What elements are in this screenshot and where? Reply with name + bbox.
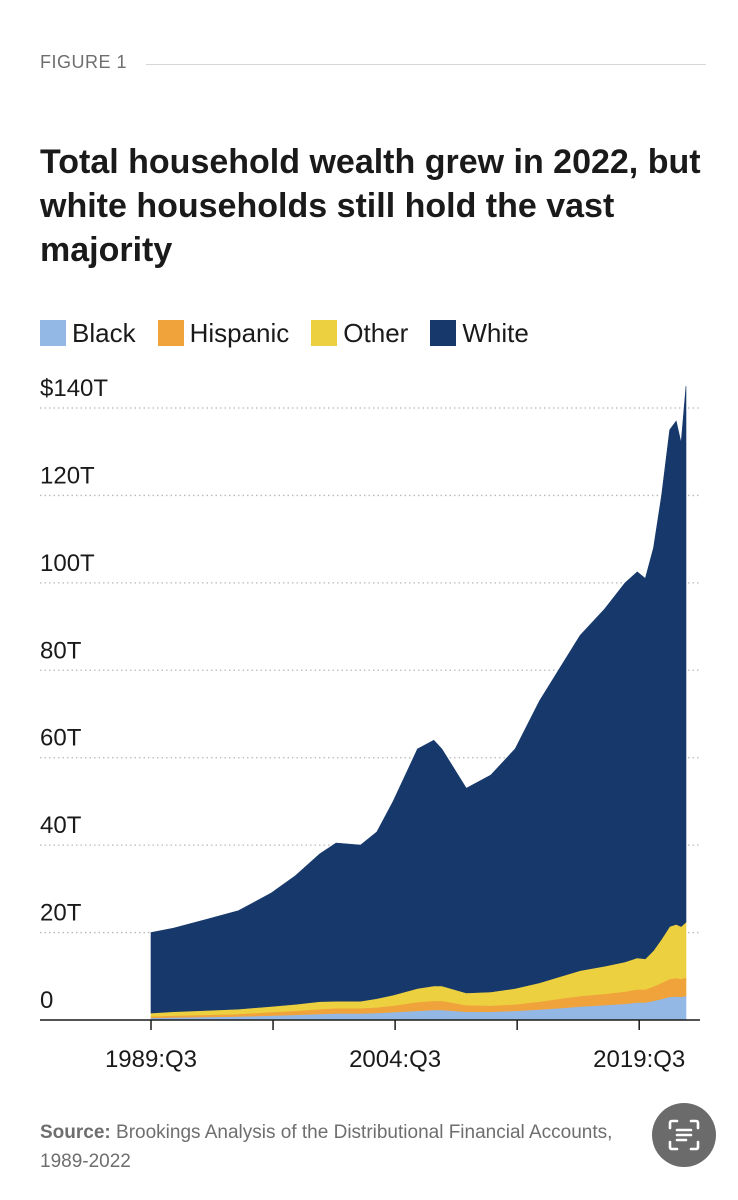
legend-item-other: Other <box>311 318 408 349</box>
legend-label: Black <box>72 317 136 348</box>
y-tick-label: 20T <box>40 900 82 927</box>
y-tick-label: 80T <box>40 637 82 664</box>
scan-text-button[interactable] <box>652 1103 716 1167</box>
legend-swatch <box>157 320 184 346</box>
axes <box>40 1019 700 1030</box>
x-tick-label: 1989:Q3 <box>105 1046 197 1073</box>
y-tick-label: 100T <box>40 550 95 577</box>
y-tick-label: $140T <box>40 375 108 402</box>
y-tick-label: 60T <box>40 725 82 752</box>
header-divider <box>146 64 706 65</box>
source-prefix: Source: <box>40 1122 111 1143</box>
legend-swatch <box>40 320 66 346</box>
chart-title: Total household wealth grew in 2022, but… <box>40 143 701 269</box>
scan-text-icon <box>668 1119 700 1151</box>
legend-item-black: Black <box>40 318 136 349</box>
y-tick-label: 40T <box>40 812 82 839</box>
area-white <box>150 386 687 1014</box>
source-text: Brookings Analysis of the Distributional… <box>40 1122 613 1172</box>
legend-label: Hispanic <box>189 317 290 348</box>
source-note: Source: Brookings Analysis of the Distri… <box>40 1118 640 1176</box>
x-tick-label: 2004:Q3 <box>349 1046 441 1073</box>
area-series <box>150 386 687 1021</box>
y-tick-label: 0 <box>40 987 53 1014</box>
legend-item-hispanic: Hispanic <box>157 317 290 349</box>
legend-label: White <box>462 317 529 348</box>
x-tick-label: 2019:Q3 <box>593 1046 685 1073</box>
figure-header: FIGURE 1 <box>40 52 706 78</box>
chart-legend: Black Hispanic Other White <box>40 316 551 350</box>
y-tick-label: 120T <box>40 462 95 489</box>
stacked-area-chart: 0 20T 40T 60T 80T 100T 120T $140T 1989:Q3 2004:Q3… <box>40 375 700 1073</box>
figure-label: FIGURE 1 <box>40 52 128 72</box>
legend-item-white: White <box>430 317 529 349</box>
legend-label: Other <box>343 317 409 348</box>
legend-swatch <box>311 320 338 346</box>
tick-labels: 0 20T 40T 60T 80T 100T 120T $140T 1989:Q3 2004:Q3… <box>40 375 685 1073</box>
legend-swatch <box>430 320 457 346</box>
